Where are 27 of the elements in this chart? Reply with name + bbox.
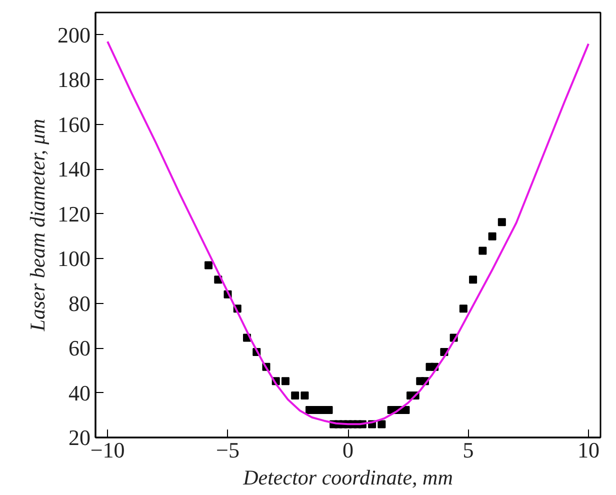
y-tick-label: 100 [58, 246, 90, 272]
y-tick-label: 200 [58, 22, 90, 48]
x-axis-title: Detector coordinate, mm [242, 466, 453, 490]
y-tick-label: 140 [58, 156, 90, 182]
point [281, 377, 290, 386]
x-tick-label: −10 [90, 438, 125, 462]
point [291, 391, 300, 400]
y-axis-title: Laser beam diameter, μm [26, 118, 50, 332]
point [469, 276, 478, 284]
point [478, 246, 487, 255]
point [300, 391, 309, 400]
point [498, 218, 506, 226]
x-tick-label: 0 [342, 438, 354, 462]
y-tick-label: 120 [58, 201, 90, 226]
y-tick-label: 180 [58, 67, 90, 92]
point [378, 420, 386, 428]
x-tick-label: 5 [462, 438, 474, 462]
x-tick-label: 10 [577, 438, 600, 462]
y-tick-label: 40 [68, 380, 90, 406]
y-tick-label: 160 [58, 112, 90, 137]
y-tick-label: 60 [68, 336, 90, 361]
y-tick-label: 20 [68, 425, 90, 450]
x-tick-label: −5 [216, 438, 240, 462]
point [204, 261, 213, 270]
y-tick-label: 80 [68, 290, 90, 316]
point [459, 304, 468, 313]
point [488, 232, 496, 240]
